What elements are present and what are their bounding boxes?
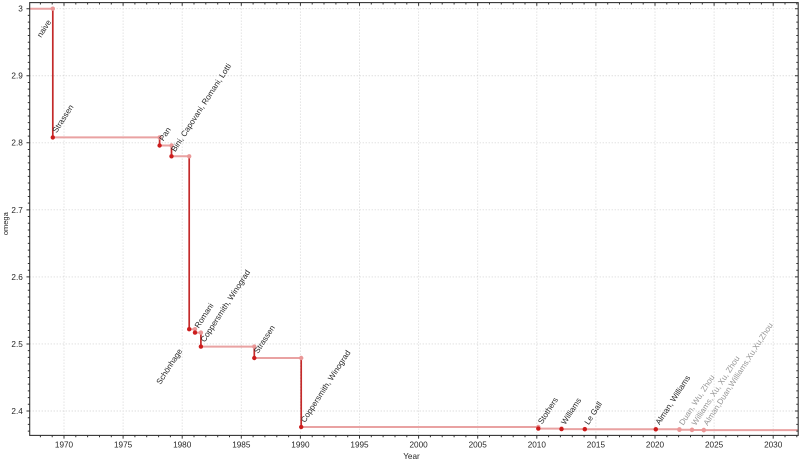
svg-text:2005: 2005	[469, 441, 488, 450]
svg-text:2.4: 2.4	[11, 407, 23, 416]
svg-text:2010: 2010	[528, 441, 547, 450]
svg-text:3: 3	[18, 5, 23, 14]
svg-text:2020: 2020	[646, 441, 665, 450]
svg-text:2.6: 2.6	[11, 273, 23, 282]
svg-text:1970: 1970	[55, 441, 74, 450]
svg-text:1975: 1975	[114, 441, 133, 450]
svg-text:omega: omega	[1, 211, 10, 235]
svg-text:2.5: 2.5	[11, 340, 23, 349]
svg-text:1990: 1990	[291, 441, 310, 450]
svg-text:2030: 2030	[764, 441, 783, 450]
svg-text:Year: Year	[403, 452, 420, 460]
svg-text:2000: 2000	[409, 441, 428, 450]
svg-text:2.8: 2.8	[11, 139, 23, 148]
svg-text:1995: 1995	[350, 441, 369, 450]
svg-text:1985: 1985	[232, 441, 251, 450]
svg-text:2.9: 2.9	[11, 72, 23, 81]
svg-text:1980: 1980	[173, 441, 192, 450]
svg-text:2.7: 2.7	[11, 206, 23, 215]
svg-text:2025: 2025	[705, 441, 724, 450]
svg-text:2015: 2015	[587, 441, 606, 450]
